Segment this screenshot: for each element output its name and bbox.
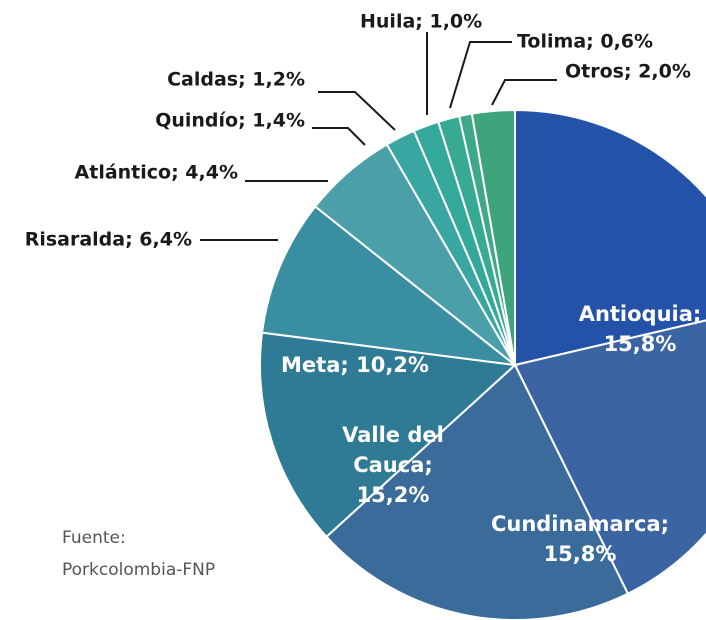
slice-label: 15,8%: [604, 332, 677, 356]
leader-line: [318, 91, 396, 131]
slice-label: Meta; 10,2%: [281, 353, 429, 377]
slice-label: Caldas; 1,2%: [167, 69, 305, 91]
slice-label: Otros; 2,0%: [565, 61, 691, 83]
slice-label: Cauca;: [353, 453, 433, 477]
slice-label: 15,2%: [357, 483, 430, 507]
slice-label: Atlántico; 4,4%: [75, 162, 238, 184]
pie-slice: [514, 108, 706, 367]
leader-line: [312, 127, 366, 146]
slice-label: Huila; 1,0%: [360, 11, 482, 33]
slice-label: Valle del: [342, 423, 444, 447]
pie-slice: [325, 363, 630, 620]
slice-label: Tolima; 0,6%: [517, 31, 653, 53]
slice-label: Quindío; 1,4%: [155, 110, 305, 132]
slice-label: Antioquia;: [579, 302, 702, 326]
slice-label: 15,8%: [544, 542, 617, 566]
pie-slice: [260, 205, 519, 367]
pie-slice: [259, 331, 518, 539]
pie-slice: [470, 108, 516, 366]
source-label: Fuente:: [62, 528, 126, 548]
pie-slice: [513, 319, 706, 596]
slice-label: Risaralda; 6,4%: [25, 229, 192, 251]
source-label: Porkcolombia-FNP: [62, 560, 215, 580]
slice-label: Cundinamarca;: [491, 512, 669, 536]
leader-line: [449, 41, 512, 109]
leader-line: [491, 79, 557, 106]
